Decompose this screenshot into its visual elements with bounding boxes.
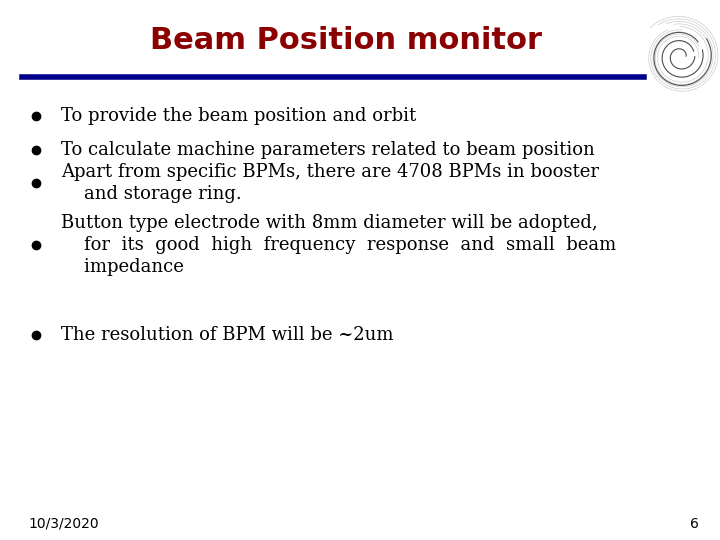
Text: Button type electrode with 8mm diameter will be adopted,
    for  its  good  hig: Button type electrode with 8mm diameter … bbox=[61, 214, 616, 276]
Text: The resolution of BPM will be ~2um: The resolution of BPM will be ~2um bbox=[61, 326, 394, 345]
Text: Apart from specific BPMs, there are 4708 BPMs in booster
    and storage ring.: Apart from specific BPMs, there are 4708… bbox=[61, 163, 599, 203]
Text: To provide the beam position and orbit: To provide the beam position and orbit bbox=[61, 107, 416, 125]
Text: Beam Position monitor: Beam Position monitor bbox=[150, 26, 541, 55]
Text: 10/3/2020: 10/3/2020 bbox=[29, 517, 99, 531]
Text: To calculate machine parameters related to beam position: To calculate machine parameters related … bbox=[61, 140, 595, 159]
Text: 6: 6 bbox=[690, 517, 698, 531]
